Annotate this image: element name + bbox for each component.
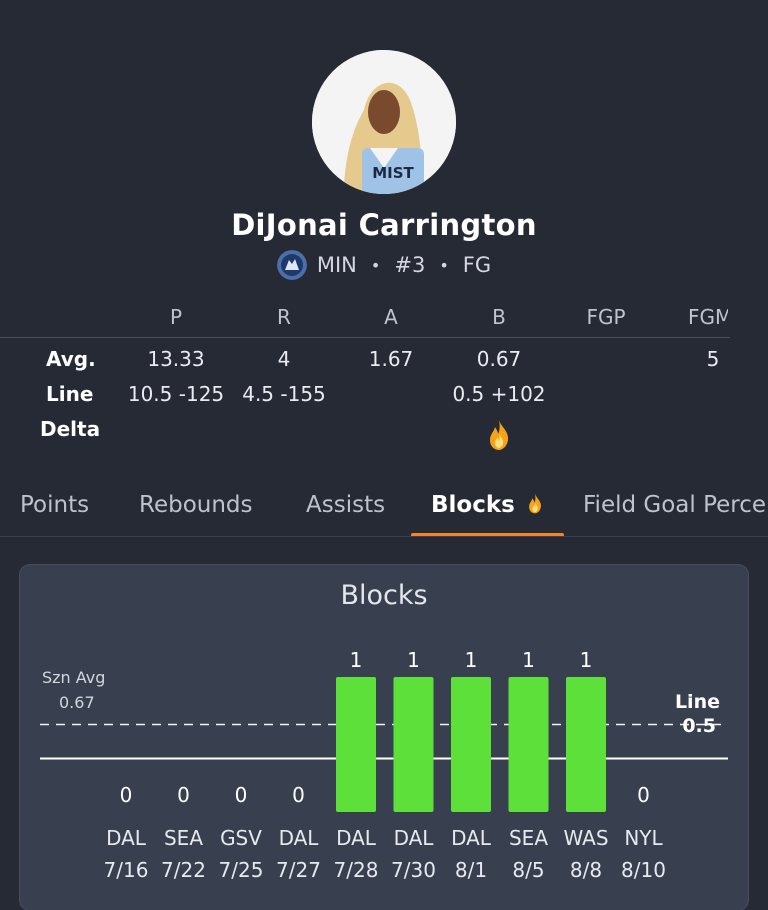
active-tab-indicator: [411, 533, 564, 537]
tabs-divider: [0, 536, 768, 537]
player-name: DiJonai Carrington: [231, 208, 537, 242]
x-tick-date: 8/8: [570, 858, 602, 882]
stat-cell: 4: [277, 347, 291, 371]
stat-tabs: Points Rebounds Assists Blocks Field Goa…: [0, 487, 768, 537]
x-tick-date: 7/27: [276, 858, 321, 882]
stat-col-header: B: [492, 305, 506, 329]
bar[interactable]: [451, 677, 491, 812]
bar-value-label: 1: [407, 648, 420, 672]
x-tick-date: 8/10: [621, 858, 666, 882]
tab-blocks[interactable]: Blocks: [431, 492, 543, 518]
stats-row-avg: Avg. 13.33 4 1.67 0.67 5: [0, 347, 768, 377]
team-logo-icon: [276, 250, 307, 280]
bar-value-label: 0: [637, 783, 650, 807]
stat-cell: 13.33: [147, 347, 205, 371]
bar-value-label: 0: [292, 783, 305, 807]
bar[interactable]: [566, 677, 606, 812]
x-tick-date: 7/30: [391, 858, 436, 882]
bars: 0 DAL 7/16 0 SEA 7/22 0 GSV 7/25 0 DAL 7/27 1 DAL 7/28…: [104, 648, 666, 882]
stats-row-delta: Delta: [0, 417, 768, 450]
stat-cell: 5: [706, 347, 720, 371]
tab-field-goal-percentage[interactable]: Field Goal Percentage: [583, 492, 768, 518]
stats-header-row: P R A B FGP FGM: [0, 305, 768, 335]
x-tick-opponent: GSV: [220, 826, 262, 850]
x-tick-date: 7/16: [104, 858, 149, 882]
x-tick-date: 7/28: [334, 858, 379, 882]
prop-line-label: Line: [675, 691, 720, 713]
x-tick-opponent: DAL: [279, 826, 320, 850]
bar-value-label: 1: [465, 648, 478, 672]
chart-title: Blocks: [340, 580, 428, 611]
jersey-text: MIST: [372, 164, 414, 182]
stats-row-line: Line 10.5 -125 4.5 -155 0.5 +102: [0, 382, 768, 412]
x-tick-opponent: DAL: [394, 826, 435, 850]
team-abbr: MIN: [316, 253, 357, 277]
jersey-number: #3: [394, 253, 426, 277]
x-tick-date: 8/5: [512, 858, 544, 882]
bar-value-label: 0: [120, 783, 133, 807]
blocks-chart: Szn Avg 0.67 Line 0.5 0 DAL 7/16 0 SEA 7/22 0 G…: [40, 648, 728, 882]
season-avg-label: Szn Avg: [42, 668, 105, 687]
row-label: Avg.: [46, 347, 96, 371]
meta-separator: •: [370, 255, 381, 275]
bar-value-label: 0: [235, 783, 248, 807]
tab-assists[interactable]: Assists: [306, 492, 386, 518]
row-label: Line: [46, 382, 94, 406]
stat-cell: 10.5 -125: [127, 382, 225, 406]
blocks-chart-card: Blocks Szn Avg 0.67 Line 0.5 0 DAL 7/16 0 SE…: [20, 565, 748, 910]
x-tick-opponent: DAL: [106, 826, 147, 850]
fire-icon: [528, 493, 541, 514]
bar[interactable]: [336, 677, 376, 812]
x-tick-date: 7/22: [161, 858, 206, 882]
x-tick-opponent: DAL: [451, 826, 492, 850]
stat-cell: 0.5 +102: [452, 382, 546, 406]
player-photo: MIST: [312, 50, 456, 194]
player-meta: MIN • #3 • FG: [0, 250, 768, 280]
stat-col-header: A: [384, 305, 398, 329]
stat-cell: 0.67: [476, 347, 522, 371]
bar-value-label: 1: [350, 648, 363, 672]
x-tick-opponent: DAL: [336, 826, 377, 850]
x-tick-opponent: WAS: [563, 826, 608, 850]
bar-value-label: 0: [177, 783, 190, 807]
fire-icon: [490, 420, 509, 450]
x-tick-opponent: NYL: [624, 826, 663, 850]
prop-line-value: 0.5: [682, 715, 716, 737]
stat-col-header: R: [277, 305, 291, 329]
tab-points[interactable]: Points: [20, 492, 90, 518]
x-tick-date: 7/25: [219, 858, 264, 882]
tab-rebounds[interactable]: Rebounds: [139, 492, 253, 518]
bar[interactable]: [393, 677, 434, 812]
stat-cell: 4.5 -155: [242, 382, 326, 406]
bar-value-label: 1: [522, 648, 535, 672]
tab-blocks-label: Blocks: [431, 492, 515, 518]
stat-col-header: P: [169, 305, 183, 329]
x-tick-date: 8/1: [455, 858, 487, 882]
row-label: Delta: [40, 417, 101, 441]
stat-col-header: FGP: [586, 305, 626, 329]
player-avatar: MIST: [312, 50, 456, 194]
bar[interactable]: [508, 677, 549, 812]
season-avg-value: 0.67: [59, 693, 95, 712]
stats-divider: [0, 337, 730, 338]
meta-separator: •: [439, 255, 449, 275]
x-tick-opponent: SEA: [164, 826, 203, 850]
x-tick-opponent: SEA: [509, 826, 548, 850]
player-position: FG: [462, 253, 492, 277]
stat-cell: 1.67: [368, 347, 414, 371]
stat-col-header: FGM: [688, 305, 728, 329]
bar-value-label: 1: [580, 648, 593, 672]
